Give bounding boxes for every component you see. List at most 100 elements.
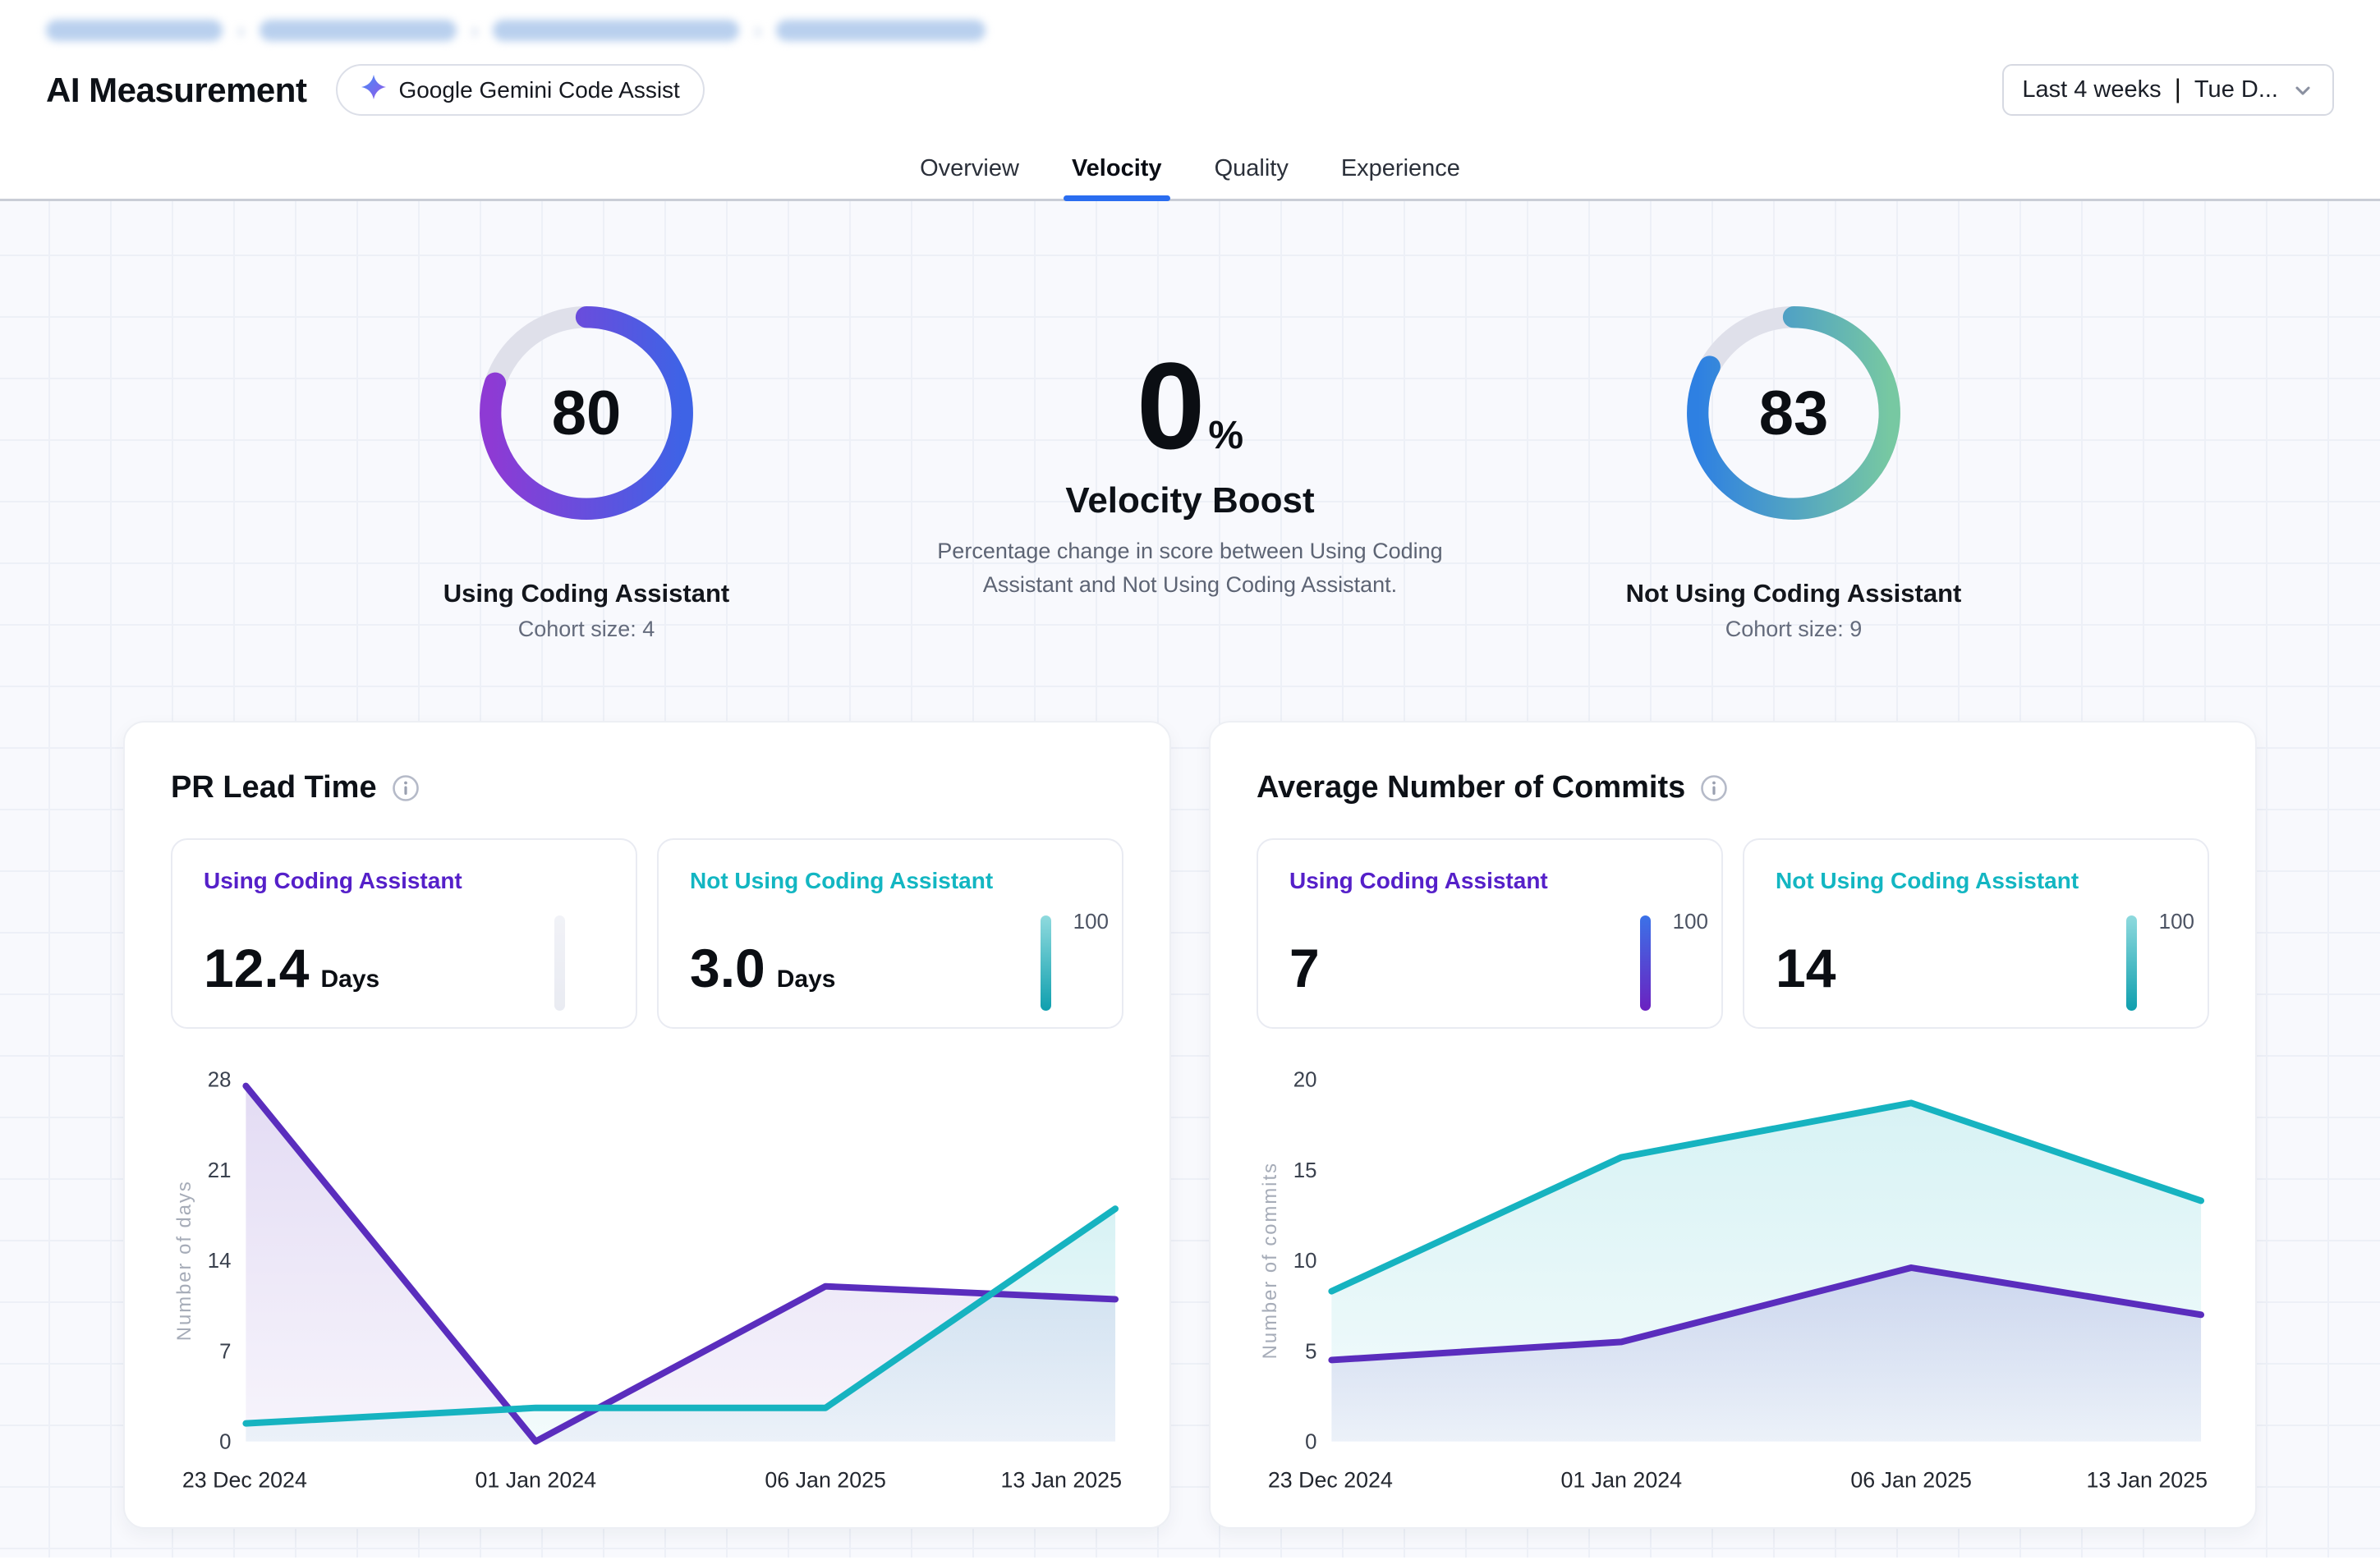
content: 80 Using Coding Assistant Cohort size: 4…: [0, 201, 2380, 1558]
average-commits-card: Average Number of Commits Using Coding A…: [1209, 721, 2257, 1529]
stat-unit: Days: [320, 966, 380, 993]
chart-wrap: 0 7 14 21 28 23 Dec 2024 01 Jan 2024 06 Jan 202…: [171, 1045, 1123, 1502]
svg-text:06 Jan 2025: 06 Jan 2025: [765, 1467, 886, 1492]
boost-value: 0: [1136, 337, 1205, 475]
svg-text:06 Jan 2025: 06 Jan 2025: [1850, 1467, 1972, 1492]
stat-value: 3.0: [690, 938, 765, 998]
chevron-down-icon: [2291, 79, 2314, 102]
stat-card-using: Using Coding Assistant 12.4 Days: [171, 838, 637, 1029]
gemini-badge-label: Google Gemini Code Assist: [398, 76, 680, 103]
score-mini-bar-max: 100: [1672, 909, 1708, 934]
gauge-using-coding-assistant: 80 Using Coding Assistant Cohort size: 4: [393, 293, 779, 642]
stat-label: Using Coding Assistant: [1289, 868, 1548, 893]
svg-text:0: 0: [219, 1431, 231, 1454]
tab-experience[interactable]: Experience: [1340, 155, 1460, 181]
stat-value-row: 3.0 Days: [690, 937, 835, 999]
breadcrumb[interactable]: › › ›: [46, 16, 2334, 44]
svg-text:5: 5: [1305, 1340, 1316, 1363]
stat-label: Not Using Coding Assistant: [690, 868, 994, 893]
info-icon[interactable]: [392, 774, 420, 802]
score-mini-bar-max: 100: [2158, 909, 2194, 934]
score-mini-bar: [554, 915, 565, 1011]
card-title: Average Number of Commits: [1257, 770, 1686, 805]
stat-value: 12.4: [204, 938, 310, 998]
stat-value: 7: [1289, 938, 1320, 998]
score-mini-bar: [1640, 915, 1651, 1011]
svg-text:23 Dec 2024: 23 Dec 2024: [1268, 1467, 1393, 1492]
date-range-select[interactable]: Last 4 weeks | Tue D...: [2002, 64, 2334, 116]
score-mini-bar-max: 100: [1073, 909, 1109, 934]
pr-lead-time-card: PR Lead Time Using Coding Assistant 12.: [123, 721, 1171, 1529]
velocity-summary: 80 Using Coding Assistant Cohort size: 4…: [0, 201, 2380, 642]
chart-cards-row: PR Lead Time Using Coding Assistant 12.: [0, 642, 2380, 1529]
tab-quality[interactable]: Quality: [1214, 155, 1289, 181]
breadcrumb-item-redacted[interactable]: [259, 20, 457, 41]
breadcrumb-separator: ›: [237, 17, 245, 43]
date-range-separator: |: [2174, 74, 2181, 103]
svg-text:01 Jan 2024: 01 Jan 2024: [1561, 1467, 1683, 1492]
breadcrumb-item-redacted[interactable]: [46, 20, 223, 41]
svg-text:13 Jan 2025: 13 Jan 2025: [1000, 1467, 1122, 1492]
date-range-detail: Tue D...: [2194, 76, 2278, 103]
stat-value-row: 7: [1289, 937, 1331, 999]
date-range-value: Last 4 weeks: [2022, 76, 2162, 103]
boost-unit: %: [1208, 414, 1244, 457]
velocity-boost-block: 0 % Velocity Boost Percentage change in …: [903, 293, 1477, 601]
boost-description: Percentage change in score between Using…: [937, 539, 1443, 597]
card-title-row: Average Number of Commits: [1257, 770, 2209, 805]
boost-value-row: 0 %: [903, 344, 1477, 467]
gauge-label-not-using: Not Using Coding Assistant: [1625, 579, 1962, 608]
score-ring-using: 80: [466, 293, 706, 533]
svg-text:10: 10: [1293, 1250, 1317, 1273]
breadcrumb-item-redacted[interactable]: [493, 20, 740, 41]
title-row: AI Measurement Google Gemini Code Assist: [46, 64, 2334, 116]
gauge-label-using: Using Coding Assistant: [443, 579, 730, 608]
breadcrumb-separator: ›: [754, 17, 762, 43]
svg-text:01 Jan 2024: 01 Jan 2024: [476, 1467, 597, 1492]
header: › › › AI Measurement: [0, 0, 2380, 116]
svg-text:23 Dec 2024: 23 Dec 2024: [182, 1467, 307, 1492]
stat-card-using: Using Coding Assistant 7 100: [1257, 838, 1723, 1029]
stat-value: 14: [1776, 938, 1836, 998]
stat-card-not-using: Not Using Coding Assistant 3.0 Days 100: [657, 838, 1123, 1029]
score-ring-not-using: 83: [1674, 293, 1914, 533]
stats-row: Using Coding Assistant 7 100 Not Using C…: [1257, 838, 2209, 1029]
score-mini-bar: [1041, 915, 1051, 1011]
stat-label: Using Coding Assistant: [204, 868, 462, 893]
tab-bar: Overview Velocity Quality Experience: [0, 137, 2380, 201]
svg-text:Number of days: Number of days: [173, 1180, 195, 1341]
cohort-size-using: Cohort size: 4: [517, 617, 655, 641]
gemini-sparkle-icon: [361, 74, 387, 106]
stat-unit: Days: [776, 966, 836, 993]
stat-value-row: 14: [1776, 937, 1847, 999]
svg-text:14: 14: [208, 1250, 232, 1273]
gauge-not-using-coding-assistant: 83 Not Using Coding Assistant Cohort siz…: [1601, 293, 1987, 642]
stat-value-row: 12.4 Days: [204, 937, 379, 999]
svg-text:21: 21: [208, 1159, 232, 1182]
cohort-size-not-using: Cohort size: 9: [1725, 617, 1863, 641]
page-title: AI Measurement: [46, 70, 307, 109]
gemini-badge: Google Gemini Code Assist: [336, 64, 705, 116]
svg-text:13 Jan 2025: 13 Jan 2025: [2086, 1467, 2208, 1492]
tab-overview[interactable]: Overview: [920, 155, 1019, 181]
info-icon[interactable]: [1700, 774, 1728, 802]
card-title: PR Lead Time: [171, 770, 377, 805]
breadcrumb-item-redacted[interactable]: [776, 20, 986, 41]
score-value-not-using: 83: [1758, 378, 1829, 448]
svg-text:0: 0: [1305, 1431, 1316, 1454]
tab-velocity[interactable]: Velocity: [1063, 137, 1170, 201]
boost-title: Velocity Boost: [1065, 480, 1315, 521]
card-title-row: PR Lead Time: [171, 770, 1123, 805]
score-value-using: 80: [551, 378, 622, 448]
svg-text:7: 7: [219, 1340, 231, 1363]
svg-text:Number of commits: Number of commits: [1259, 1162, 1281, 1359]
average-commits-chart: 0 5 10 15 20 23 Dec 2024 01 Jan 2024 06 Jan 202…: [1259, 1069, 2208, 1493]
stat-card-not-using: Not Using Coding Assistant 14 100: [1743, 838, 2209, 1029]
svg-text:28: 28: [208, 1069, 232, 1092]
chart-wrap: 0 5 10 15 20 23 Dec 2024 01 Jan 2024 06 Jan 202…: [1257, 1045, 2209, 1502]
svg-text:15: 15: [1293, 1159, 1317, 1182]
breadcrumb-separator: ›: [471, 17, 479, 43]
stats-row: Using Coding Assistant 12.4 Days Not Usi…: [171, 838, 1123, 1029]
score-mini-bar: [2126, 915, 2137, 1011]
